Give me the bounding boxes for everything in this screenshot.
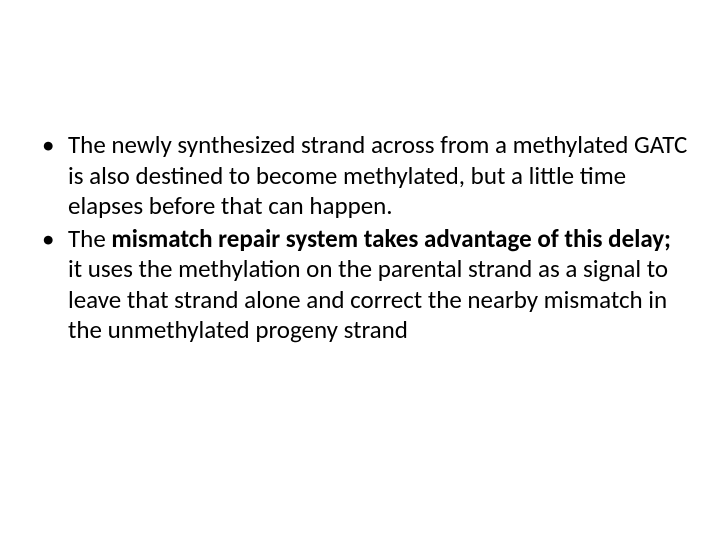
bullet-item: The newly synthesized strand across from… bbox=[30, 130, 690, 222]
slide: The newly synthesized strand across from… bbox=[0, 0, 720, 540]
bullet-text-bold: mismatch repair system takes advantage o… bbox=[111, 223, 671, 254]
bullet-text: The bbox=[68, 223, 111, 254]
slide-body: The newly synthesized strand across from… bbox=[30, 130, 690, 348]
bullet-text: it uses the methylation on the parental … bbox=[68, 253, 668, 345]
bullet-list: The newly synthesized strand across from… bbox=[30, 130, 690, 346]
bullet-text: The newly synthesized strand across from… bbox=[68, 129, 687, 221]
bullet-item: The mismatch repair system takes advanta… bbox=[30, 224, 690, 346]
